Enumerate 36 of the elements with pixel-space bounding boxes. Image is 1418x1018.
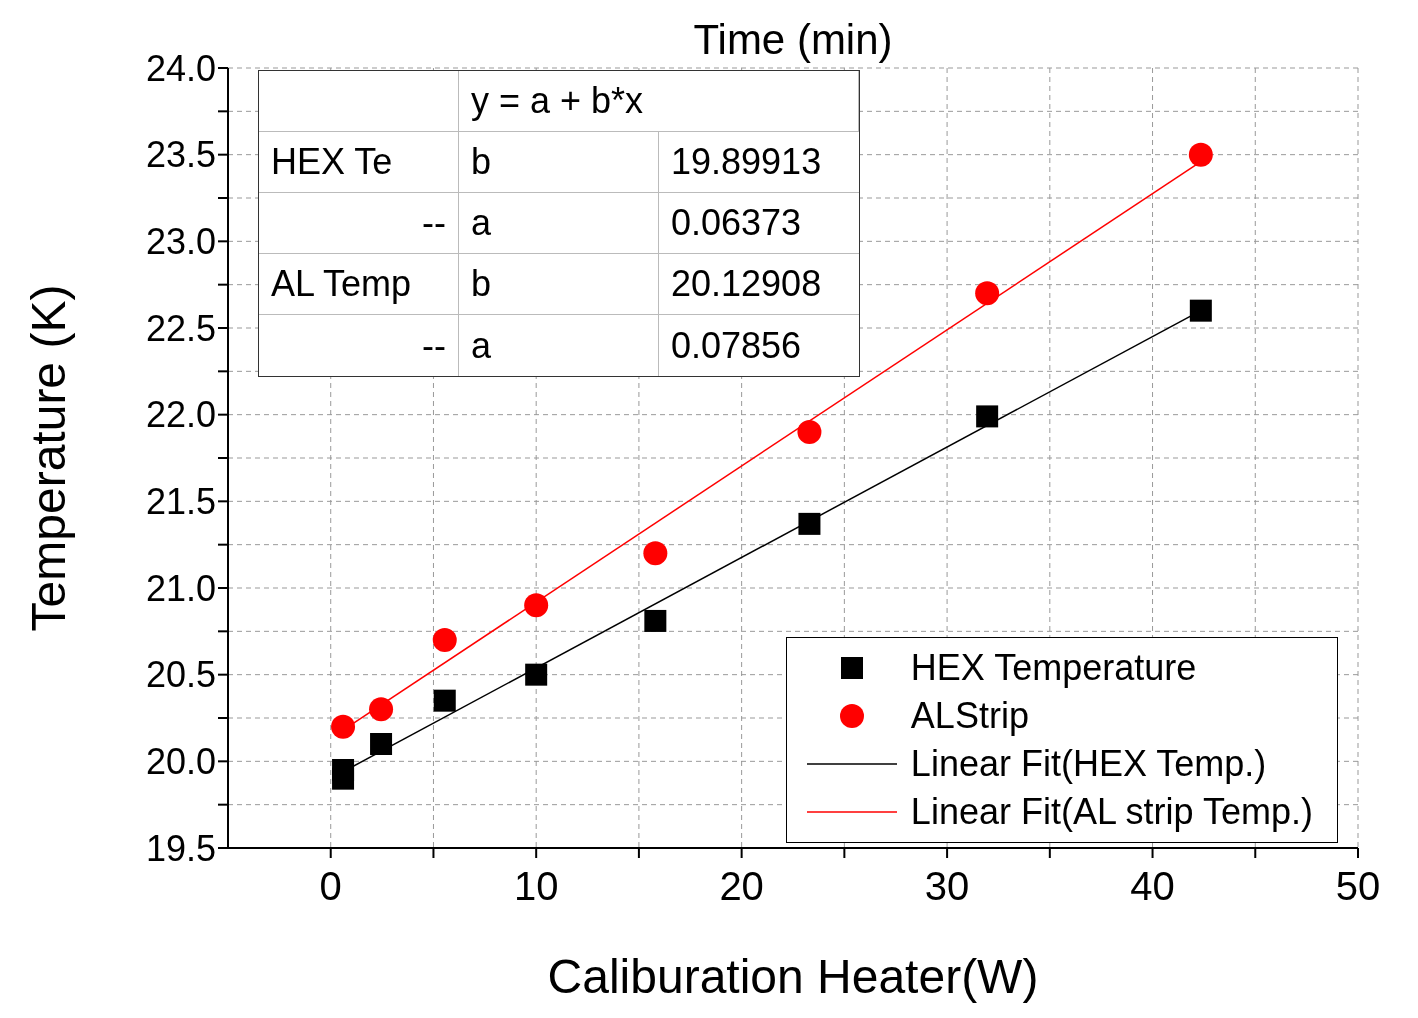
- x-tick-label: 30: [924, 864, 970, 908]
- annotation: 0.07856: [670, 323, 803, 368]
- annotation: 19.89913: [659, 132, 859, 193]
- y-tick-label: 22.5: [145, 307, 216, 349]
- annotation: b: [459, 132, 659, 193]
- y-tick-label: 22.0: [145, 394, 216, 436]
- annotation: b: [459, 254, 659, 315]
- y-tick-label: 20.0: [145, 741, 216, 783]
- legend-label: ALStrip: [910, 694, 1029, 738]
- annotation: AL Temp: [259, 254, 459, 315]
- y-tick-label: 21.5: [145, 481, 216, 523]
- y-tick-label: 20.5: [145, 654, 216, 696]
- y-tick-label: 19.5: [145, 827, 216, 869]
- annotation: y = a + b*x: [459, 71, 859, 132]
- x-tick-label: 20: [719, 864, 764, 908]
- legend-label: HEX Temperature: [910, 646, 1197, 690]
- y-tick-label: 24.0: [145, 47, 216, 89]
- y-tick-label: 23.5: [145, 134, 216, 176]
- annotation: a: [459, 193, 659, 254]
- annotation: 0.06373: [659, 193, 859, 254]
- x-tick-label: 40: [1130, 864, 1175, 908]
- y-tick-label: 23.0: [145, 221, 216, 263]
- annotation: --: [259, 193, 459, 254]
- x-axis-title: Caliburation Heater(W): [547, 950, 1039, 1003]
- legend-label: Linear Fit(HEX Temp.): [910, 742, 1267, 786]
- x-tick-label: 0: [319, 864, 342, 908]
- annotation: --: [259, 315, 459, 376]
- annotation: HEX Te: [259, 132, 459, 193]
- legend-label: Linear Fit(AL strip Temp.): [910, 790, 1313, 834]
- text: Time (min): [692, 16, 894, 64]
- annotation: a: [459, 315, 659, 376]
- x-tick-label: 10: [513, 864, 559, 908]
- y-tick-label: 21.0: [145, 567, 216, 609]
- y-axis-title: Temperature (K): [20, 284, 76, 632]
- annotation: 20.12908: [659, 254, 859, 315]
- x-tick-label: 50: [1335, 864, 1381, 908]
